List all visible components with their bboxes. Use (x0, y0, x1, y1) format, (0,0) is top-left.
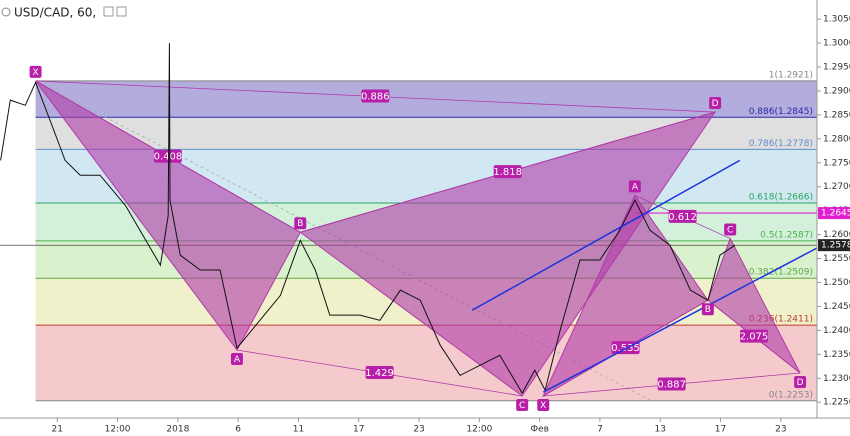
point-box (294, 217, 307, 230)
fib-label: 0.382(1.2509) (749, 268, 813, 278)
trend-line (471, 159, 741, 311)
y-tick-label: 1.2450 (823, 302, 850, 312)
y-tick-label: 1.2600 (823, 230, 850, 240)
fib-label: 0.5(1.2587) (760, 230, 813, 240)
y-tick-label: 1.2750 (823, 158, 850, 168)
ratio-label: 0.886 (361, 91, 390, 102)
y-tick-label: 1.3000 (823, 39, 850, 49)
ratio-label: 1.818 (493, 167, 522, 178)
x-tick-label: 12:00 (466, 425, 492, 435)
ratio-label: 0.887 (657, 379, 686, 390)
y-tick-label: 1.2850 (823, 110, 850, 120)
settings-icon[interactable] (103, 6, 114, 17)
point-box (628, 180, 641, 193)
y-tick-label: 1.2350 (823, 350, 850, 360)
x-tick-label: 7 (597, 425, 603, 435)
price-tag-label: 1.2578 (821, 241, 850, 251)
ratio-label: 1.429 (365, 368, 394, 379)
point-box (230, 353, 243, 366)
point-label: A (234, 355, 241, 365)
point-label: X (540, 401, 546, 411)
x-tick-label: 6 (235, 425, 241, 435)
y-tick-label: 1.2950 (823, 63, 850, 73)
x-tick-label: 23 (775, 425, 786, 435)
ratio-box (153, 149, 182, 163)
point-box (724, 223, 737, 236)
fib-label: 0.236(1.2411) (749, 315, 813, 325)
x-tick-label: 2018 (166, 425, 189, 435)
point-box (701, 303, 714, 316)
price-line (0, 43, 736, 395)
trend-line (542, 247, 818, 393)
fib-label: 0.618(1.2666) (749, 193, 813, 203)
ratio-box (493, 165, 522, 179)
y-tick-label: 1.2700 (823, 182, 850, 192)
header-bg (0, 2, 126, 22)
x-tick-label: 13 (655, 425, 666, 435)
price-tag (818, 239, 850, 252)
point-label: D (797, 378, 804, 388)
price-tag (818, 207, 850, 220)
fib-label: 0(1.2253) (769, 390, 813, 400)
x-tick-label: 21 (52, 425, 63, 435)
symbol-icon (1, 7, 11, 17)
chart-title: USD/CAD, 60, (14, 6, 96, 20)
x-tick-label: 23 (413, 425, 424, 435)
x-tick-label: Фев (530, 425, 549, 435)
y-tick-label: 1.2800 (823, 134, 850, 144)
fib-band (35, 325, 818, 401)
x-tick-label: 11 (293, 425, 304, 435)
point-label: C (727, 225, 733, 235)
ratio-box (739, 329, 768, 343)
y-tick-label: 1.2900 (823, 86, 850, 96)
y-tick-label: 1.2250 (823, 398, 850, 408)
x-tick-label: 17 (353, 425, 364, 435)
x-tick-label: 17 (715, 425, 726, 435)
ratio-box (668, 209, 697, 223)
ratio-box (657, 377, 686, 391)
ratio-box (361, 89, 390, 103)
point-box (516, 398, 529, 411)
point-box (29, 65, 42, 78)
ratio-label: 0.612 (668, 212, 697, 223)
y-tick-label: 1.2550 (823, 254, 850, 264)
plot-area: 0(1.2253) 0.236(1.2411) 0.382(1.2509) 0.5(1… (0, 43, 818, 411)
ratio-label: 2.075 (740, 332, 769, 343)
y-tick-label: 1.3050 (823, 15, 850, 25)
ratio-box (365, 365, 394, 379)
point-box (794, 375, 807, 388)
point-label: X (32, 68, 38, 78)
point-box (709, 97, 722, 110)
point-box (537, 398, 550, 411)
point-label: B (705, 305, 711, 315)
ratio-label: 0.408 (154, 152, 183, 163)
point-label: C (519, 401, 525, 411)
point-label: B (297, 219, 303, 229)
close-icon[interactable] (116, 6, 127, 17)
y-tick-label: 1.2300 (823, 374, 850, 384)
point-label: A (632, 182, 639, 192)
fib-label: 0.886(1.2845) (749, 107, 813, 117)
price-tag-label: 1.2645 (821, 209, 850, 219)
point-label: D (712, 99, 719, 109)
fib-label: 0.786(1.2778) (749, 139, 813, 149)
x-tick-label: 12:00 (105, 425, 131, 435)
y-tick-label: 1.2500 (823, 278, 850, 288)
y-tick-label: 1.2400 (823, 326, 850, 336)
fib-label: 1(1.2921) (769, 70, 813, 80)
